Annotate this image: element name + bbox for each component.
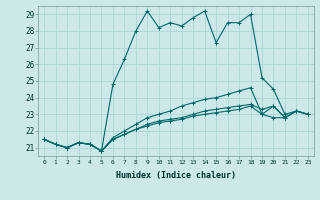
X-axis label: Humidex (Indice chaleur): Humidex (Indice chaleur) (116, 171, 236, 180)
